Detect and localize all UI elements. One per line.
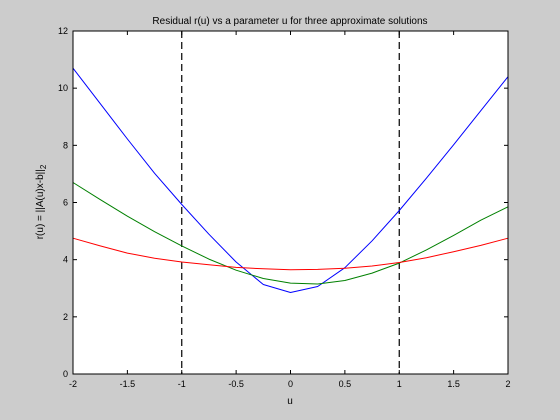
series-line-2 (72, 182, 509, 285)
y-tick-label: 4 (63, 255, 68, 265)
y-tick-label: 6 (63, 198, 68, 208)
chart-title: Residual r(u) vs a parameter u for three… (152, 16, 427, 27)
plot-area (73, 31, 508, 374)
y-axis-label-group: r(u) = ||A(u)x-b||2 (35, 164, 48, 239)
x-tick-label: -1 (178, 379, 186, 389)
x-tick-label: 0 (288, 379, 293, 389)
series-line-3 (72, 237, 509, 271)
y-tick-label: 10 (58, 83, 68, 93)
y-axis-label: r(u) = ||A(u)x-b||2 (35, 164, 48, 239)
x-axis-label: u (287, 396, 293, 407)
x-tick-label: -1.5 (120, 379, 136, 389)
x-tick-label: 0.5 (339, 379, 352, 389)
y-axis-label-main: r(u) = ||A(u)x-b|| (35, 169, 46, 239)
y-tick-label: 0 (63, 369, 68, 379)
y-tick-label: 12 (58, 26, 68, 36)
series-line-1 (72, 67, 509, 293)
x-tick-label: 1 (397, 379, 402, 389)
x-tick-label: -2 (69, 379, 77, 389)
y-axis-label-subscript: 2 (39, 164, 48, 169)
x-tick-label: 1.5 (447, 379, 460, 389)
vertical-lines (181, 31, 400, 374)
series-group (72, 67, 509, 293)
x-tick-label: -0.5 (228, 379, 244, 389)
x-tick-label: 2 (505, 379, 510, 389)
y-tick-label: 8 (63, 140, 68, 150)
y-tick-label: 2 (63, 312, 68, 322)
y-axis-ticks: 0 2 4 6 8 10 12 (58, 26, 508, 379)
x-axis-ticks: -2 -1.5 -1 -0.5 0 0.5 1 1.5 2 (69, 31, 511, 389)
